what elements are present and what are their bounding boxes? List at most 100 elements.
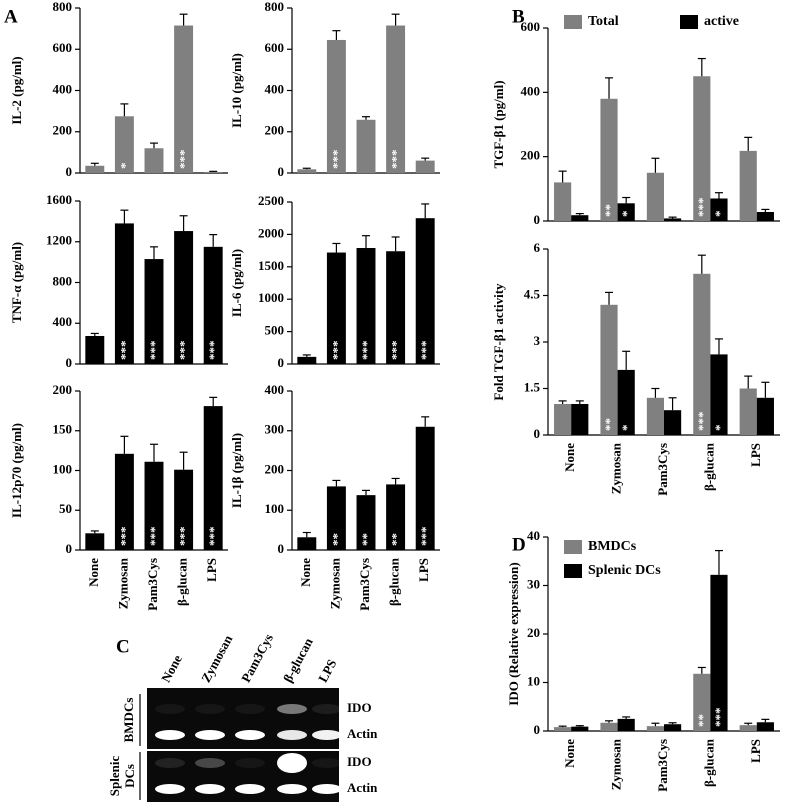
bar: [144, 148, 164, 173]
gene-label: IDO: [347, 700, 372, 715]
bar: [174, 231, 194, 364]
significance-label: ***: [359, 341, 374, 361]
legend-swatch: [680, 15, 698, 29]
significance-label: **: [695, 714, 710, 727]
significance-label: **: [389, 533, 404, 546]
bar: [600, 722, 618, 731]
legend-label: Total: [588, 14, 619, 29]
bar: [739, 388, 757, 435]
legend-swatch: [564, 564, 582, 578]
significance-label: ***: [418, 527, 433, 547]
y-tick-label: 4.5: [524, 286, 541, 301]
y-tick-label: 800: [265, 0, 285, 14]
bar: [174, 469, 194, 550]
gene-label: Actin: [347, 726, 378, 741]
bar: [356, 248, 376, 364]
significance-label: ***: [206, 341, 221, 361]
bar: [646, 397, 664, 435]
panel-label: C: [116, 636, 130, 657]
y-tick-label: 600: [521, 19, 541, 34]
significance-label: ***: [117, 527, 132, 547]
gel-band: [312, 758, 342, 768]
x-tick-label: None: [562, 443, 577, 472]
legend-label: active: [704, 14, 739, 29]
x-tick-label: None: [86, 558, 101, 587]
y-tick-label: 150: [53, 422, 73, 437]
y-tick-label: 0: [66, 541, 73, 556]
significance-label: ***: [329, 150, 344, 170]
gel-band: [277, 704, 307, 714]
bar: [203, 171, 223, 173]
y-tick-label: 0: [278, 541, 285, 556]
x-tick-label: β-glucan: [701, 442, 716, 491]
bar: [415, 218, 435, 364]
significance-label: *: [712, 425, 727, 432]
bar: [756, 397, 774, 435]
bar: [326, 486, 346, 550]
gel-band: [155, 730, 185, 740]
significance-label: ***: [329, 341, 344, 361]
bar: [203, 246, 223, 364]
y-axis-label: IL-12p70 (pg/ml): [9, 423, 24, 518]
bar: [693, 76, 711, 221]
x-tick-label: LPS: [416, 558, 431, 582]
y-axis-label: TGF-β1 (pg/ml): [491, 80, 506, 168]
bar: [664, 218, 682, 221]
y-axis-label: IL-2 (pg/ml): [9, 56, 24, 124]
y-tick-label: 30: [527, 576, 540, 591]
y-tick-label: 0: [534, 426, 541, 441]
bar: [664, 724, 682, 731]
y-tick-label: 400: [53, 81, 73, 96]
legend-label: BMDCs: [588, 539, 637, 554]
gel-band: [235, 730, 265, 740]
gel-band: [312, 730, 342, 740]
significance-label: ***: [117, 341, 132, 361]
y-tick-label: 500: [265, 323, 285, 338]
bar: [571, 215, 589, 221]
y-axis-label: IL-6 (pg/ml): [229, 249, 244, 317]
y-tick-label: 200: [265, 461, 285, 476]
legend-swatch: [564, 540, 582, 554]
gel-separator: [147, 749, 339, 751]
significance-label: ***: [147, 341, 162, 361]
x-tick-label: LPS: [748, 443, 763, 467]
gene-label: IDO: [347, 754, 372, 769]
x-tick-label: Pam3Cys: [357, 558, 372, 611]
y-tick-label: 1200: [46, 233, 72, 248]
y-axis-label: Fold TGF-β1 activity: [491, 283, 506, 401]
y-tick-label: 300: [265, 422, 285, 437]
gel-band: [155, 758, 185, 768]
bar: [386, 484, 406, 550]
gel-band: [277, 784, 307, 794]
significance-label: ***: [418, 341, 433, 361]
gel-band: [235, 758, 265, 768]
bar: [114, 453, 134, 550]
y-tick-label: 100: [265, 501, 285, 516]
y-tick-label: 20: [527, 625, 540, 640]
significance-label: *: [619, 425, 634, 432]
y-tick-label: 800: [53, 0, 73, 14]
x-tick-label: Zymosan: [609, 442, 624, 494]
x-tick-label: Pam3Cys: [145, 558, 160, 611]
x-tick-label: β-glucan: [701, 738, 716, 787]
cell-type-label: BMDCs: [121, 698, 136, 743]
y-tick-label: 100: [53, 461, 73, 476]
bar: [144, 259, 164, 364]
bar: [297, 537, 317, 550]
gel-band: [195, 730, 225, 740]
significance-label: *: [619, 211, 634, 218]
significance-label: ***: [177, 341, 192, 361]
bar: [356, 119, 376, 173]
cell-type-label: DCs: [122, 764, 137, 788]
y-tick-label: 400: [521, 83, 541, 98]
gel-band: [155, 704, 185, 714]
significance-label: ***: [206, 527, 221, 547]
significance-label: ***: [177, 150, 192, 170]
legend-label: Splenic DCs: [588, 563, 661, 578]
bar: [600, 304, 618, 435]
y-tick-label: 400: [265, 81, 285, 96]
bar: [710, 354, 728, 435]
y-tick-label: 600: [265, 40, 285, 55]
bar: [85, 165, 105, 173]
